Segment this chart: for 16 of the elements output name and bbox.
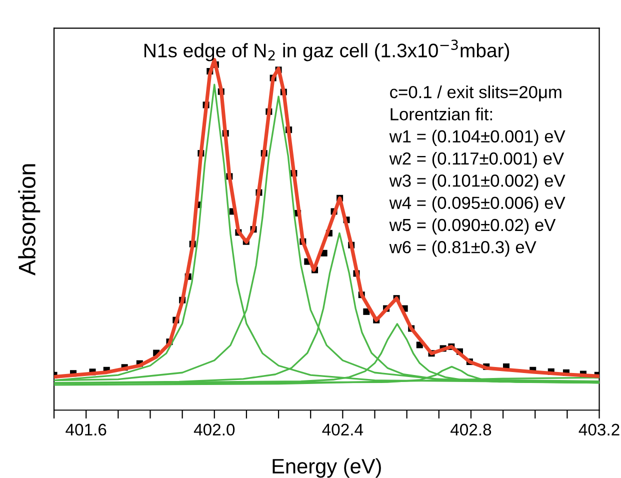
- annotation: c=0.1 / exit slits=20μm: [390, 85, 562, 102]
- y-axis-title: Absorption: [18, 164, 40, 276]
- chart-title: N1s edge of N$_{2}$ in gaz cell (1.3x10$^{−3}$mbar): [144, 40, 510, 62]
- annotation: w3 = (0.101±0.002) eV: [389, 174, 566, 190]
- x-tick-label: 403.2: [578, 424, 620, 436]
- x-tick-label: 402.8: [450, 424, 492, 436]
- annotation: w4 = (0.095±0.006) eV: [389, 196, 566, 212]
- x-axis-title: Energy (eV): [272, 458, 381, 478]
- annotation: w5 = (0.090±0.02) eV: [389, 218, 556, 235]
- annotation: w6 = (0.81±0.3) eV: [389, 240, 536, 257]
- annotation: w1 = (0.104±0.001) eV: [389, 130, 566, 146]
- annotation: Lorentzian fit:: [390, 108, 492, 120]
- x-tick-label: 402.0: [194, 424, 235, 436]
- annotation: w2 = (0.117±0.001) eV: [389, 152, 564, 168]
- x-tick-label: 402.4: [322, 424, 364, 436]
- x-tick-label: 401.6: [66, 424, 106, 436]
